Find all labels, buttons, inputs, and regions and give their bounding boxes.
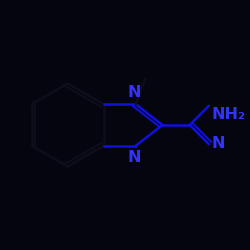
Text: N: N bbox=[128, 150, 141, 165]
Text: N: N bbox=[212, 136, 225, 150]
Text: NH₂: NH₂ bbox=[212, 107, 246, 122]
Text: N: N bbox=[128, 85, 141, 100]
